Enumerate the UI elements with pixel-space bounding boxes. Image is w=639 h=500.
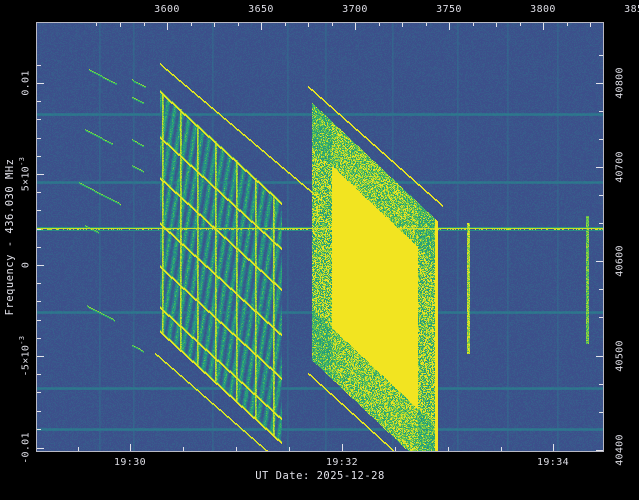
axis-tick-major bbox=[37, 83, 44, 84]
left-axis-tick-label: 0.01 bbox=[20, 70, 32, 96]
axis-tick-minor bbox=[332, 23, 333, 26]
y-axis-title: Frequency - 436.030 MHz bbox=[4, 158, 16, 316]
axis-tick-minor bbox=[37, 119, 41, 120]
axis-tick-minor bbox=[214, 23, 215, 27]
axis-tick-minor bbox=[37, 229, 41, 230]
axis-tick-minor bbox=[238, 23, 239, 26]
axis-tick-major bbox=[261, 23, 262, 30]
axis-tick-minor bbox=[599, 317, 603, 318]
bottom-axis-tick-label: 19:32 bbox=[325, 457, 359, 468]
top-axis-tick-label: 3600 bbox=[154, 4, 180, 15]
top-axis-tick-label: 3750 bbox=[436, 4, 462, 15]
spectrogram-plot-area[interactable] bbox=[36, 22, 604, 452]
left-axis-tick-label: -5×10-3 bbox=[17, 335, 32, 377]
axis-tick-major bbox=[37, 265, 44, 266]
axis-tick-major bbox=[596, 83, 603, 84]
axis-tick-minor bbox=[37, 374, 41, 375]
axis-tick-minor bbox=[37, 338, 41, 339]
bottom-axis-tick-label: 19:30 bbox=[113, 457, 147, 468]
axis-tick-major bbox=[167, 23, 168, 30]
axis-tick-major bbox=[596, 356, 603, 357]
axis-tick-minor bbox=[191, 23, 192, 26]
axis-tick-minor bbox=[402, 23, 403, 27]
axis-tick-minor bbox=[448, 447, 449, 451]
axis-tick-minor bbox=[567, 23, 568, 26]
axis-tick-minor bbox=[599, 412, 603, 413]
axis-tick-minor bbox=[183, 447, 184, 451]
x-axis-title: UT Date: 2025-12-28 bbox=[255, 470, 385, 482]
axis-tick-minor bbox=[599, 111, 603, 112]
axis-tick-minor bbox=[37, 156, 41, 157]
top-axis-tick-label: 3650 bbox=[248, 4, 274, 15]
axis-tick-major bbox=[37, 448, 44, 449]
right-axis-tick-label: 40800 bbox=[614, 67, 626, 99]
axis-tick-minor bbox=[599, 139, 603, 140]
axis-tick-minor bbox=[285, 23, 286, 26]
axis-tick-minor bbox=[37, 301, 41, 302]
axis-tick-minor bbox=[96, 23, 97, 26]
axis-tick-minor bbox=[289, 447, 290, 451]
axis-tick-minor bbox=[37, 247, 41, 248]
axis-tick-minor bbox=[496, 23, 497, 27]
top-axis-tick-label: 3800 bbox=[530, 4, 556, 15]
axis-tick-minor bbox=[426, 23, 427, 26]
axis-tick-minor bbox=[37, 210, 41, 211]
axis-tick-minor bbox=[590, 23, 591, 27]
axis-tick-minor bbox=[379, 23, 380, 26]
axis-tick-minor bbox=[37, 65, 41, 66]
right-axis-tick-label: 40500 bbox=[614, 340, 626, 372]
left-axis-tick-label: 0 bbox=[20, 261, 32, 269]
left-axis-tick-label: 5×10-3 bbox=[17, 156, 32, 192]
axis-tick-minor bbox=[144, 23, 145, 26]
axis-tick-minor bbox=[395, 447, 396, 451]
axis-tick-minor bbox=[37, 411, 41, 412]
right-axis-tick-label: 40400 bbox=[614, 434, 626, 466]
axis-tick-minor bbox=[37, 429, 41, 430]
axis-tick-minor bbox=[78, 447, 79, 451]
axis-tick-major bbox=[37, 174, 44, 175]
bottom-axis-tick-label: 19:34 bbox=[536, 457, 570, 468]
top-axis-tick-label: 3700 bbox=[342, 4, 368, 15]
right-axis-tick-label: 40600 bbox=[614, 245, 626, 277]
axis-tick-minor bbox=[473, 23, 474, 26]
axis-tick-major bbox=[553, 444, 554, 451]
top-axis-tick-label: 3850 bbox=[624, 4, 639, 15]
left-axis-tick-label: -0.01 bbox=[20, 432, 32, 464]
axis-tick-minor bbox=[37, 192, 41, 193]
axis-tick-minor bbox=[599, 384, 603, 385]
axis-tick-minor bbox=[599, 289, 603, 290]
spectrogram-image bbox=[37, 23, 603, 451]
axis-tick-major bbox=[596, 261, 603, 262]
axis-tick-major bbox=[355, 23, 356, 30]
axis-tick-minor bbox=[236, 447, 237, 451]
axis-tick-major bbox=[543, 23, 544, 30]
axis-tick-minor bbox=[37, 138, 41, 139]
axis-tick-minor bbox=[308, 23, 309, 27]
right-axis-tick-label: 40700 bbox=[614, 151, 626, 183]
axis-tick-major bbox=[449, 23, 450, 30]
axis-tick-minor bbox=[520, 23, 521, 26]
axis-tick-minor bbox=[37, 320, 41, 321]
axis-tick-major bbox=[130, 444, 131, 451]
axis-tick-minor bbox=[37, 101, 41, 102]
axis-tick-minor bbox=[37, 392, 41, 393]
axis-tick-minor bbox=[599, 195, 603, 196]
axis-tick-minor bbox=[120, 23, 121, 27]
axis-tick-minor bbox=[501, 447, 502, 451]
axis-tick-major bbox=[596, 450, 603, 451]
axis-tick-minor bbox=[599, 55, 603, 56]
axis-tick-major bbox=[342, 444, 343, 451]
axis-tick-major bbox=[596, 167, 603, 168]
axis-tick-major bbox=[37, 356, 44, 357]
axis-tick-minor bbox=[599, 223, 603, 224]
axis-tick-minor bbox=[37, 283, 41, 284]
